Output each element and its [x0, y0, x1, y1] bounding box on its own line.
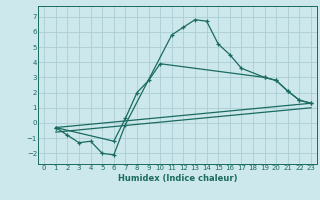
X-axis label: Humidex (Indice chaleur): Humidex (Indice chaleur) — [118, 174, 237, 183]
